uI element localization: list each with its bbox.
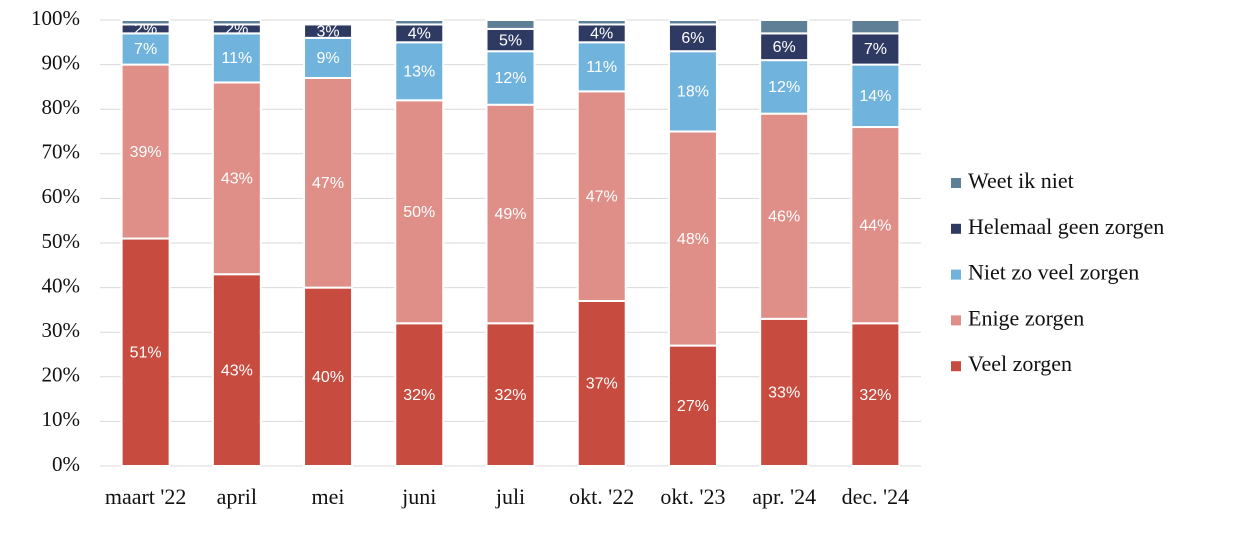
bar-segment <box>667 344 718 467</box>
bar-segment <box>211 32 262 84</box>
bar-segment <box>850 126 901 325</box>
y-tick-label: 60% <box>42 184 81 208</box>
data-label: 43% <box>221 171 253 188</box>
bar-segment <box>759 112 810 320</box>
data-label: 7% <box>134 41 157 58</box>
data-label: 44% <box>859 217 891 234</box>
x-tick-label: apr. '24 <box>752 484 816 509</box>
legend-label: Helemaal geen zorgen <box>968 214 1164 239</box>
bar-segment <box>120 237 171 467</box>
bar-segment <box>850 32 901 66</box>
bar-segment <box>667 50 718 133</box>
bar-segment <box>303 76 354 289</box>
bar-segment <box>120 19 171 26</box>
y-tick-label: 100% <box>31 6 80 30</box>
data-label: 43% <box>221 362 253 379</box>
data-label: 32% <box>403 387 435 404</box>
bar-segment <box>120 32 171 66</box>
y-tick-label: 80% <box>42 95 81 119</box>
bar-segment <box>576 19 627 26</box>
legend-swatch <box>951 178 961 188</box>
x-tick-label: juni <box>401 484 436 509</box>
legend-label: Veel zorgen <box>968 351 1072 376</box>
data-label: 40% <box>312 369 344 386</box>
y-tick-label: 30% <box>42 318 81 342</box>
bar-segment <box>394 322 445 467</box>
y-tick-label: 0% <box>52 452 80 476</box>
x-tick-label: dec. '24 <box>842 484 910 509</box>
data-label: 50% <box>403 204 435 221</box>
bar-segment <box>211 19 262 26</box>
bar-segment <box>850 19 901 35</box>
data-label: 47% <box>312 175 344 192</box>
y-tick-label: 10% <box>42 407 81 431</box>
data-label: 6% <box>773 39 796 56</box>
data-label: 48% <box>677 231 709 248</box>
data-label: 37% <box>586 376 618 393</box>
data-label: 9% <box>316 50 339 67</box>
data-label: 4% <box>408 26 431 43</box>
bar-segment <box>485 103 536 325</box>
legend-label: Niet zo veel zorgen <box>968 260 1139 285</box>
x-tick-label: maart '22 <box>105 484 187 509</box>
bar-segment <box>303 23 354 39</box>
data-label: 14% <box>859 88 891 105</box>
bar-segment <box>850 63 901 129</box>
bar-segment <box>394 41 445 102</box>
x-tick-label: juli <box>495 484 525 509</box>
legend-label: Enige zorgen <box>968 305 1084 330</box>
y-tick-label: 70% <box>42 140 81 164</box>
bar-segment <box>303 286 354 467</box>
x-tick-label: okt. '22 <box>569 484 634 509</box>
data-label: 32% <box>494 387 526 404</box>
bar-segment <box>120 63 171 240</box>
y-tick-label: 20% <box>42 363 81 387</box>
data-label: 46% <box>768 208 800 225</box>
data-label: 6% <box>681 30 704 47</box>
legend-swatch <box>951 361 961 372</box>
legend-swatch <box>951 315 961 326</box>
bar-segment <box>485 19 536 30</box>
data-label: 47% <box>586 188 618 205</box>
bar-segment <box>667 130 718 347</box>
bar-segment <box>667 19 718 26</box>
data-label: 51% <box>130 344 162 361</box>
data-label: 7% <box>864 41 887 58</box>
y-tick-label: 50% <box>42 229 81 253</box>
data-label: 12% <box>768 79 800 96</box>
data-label: 49% <box>494 206 526 223</box>
bar-segment <box>394 19 445 26</box>
bar-segment <box>576 90 627 302</box>
data-label: 5% <box>499 32 522 49</box>
data-label: 18% <box>677 84 709 101</box>
bar-segment <box>211 273 262 467</box>
x-tick-label: mei <box>312 484 345 509</box>
bar-segment <box>759 19 810 35</box>
bar-segment <box>485 322 536 467</box>
legend-swatch <box>951 223 961 234</box>
data-label: 39% <box>130 144 162 161</box>
data-label: 32% <box>859 387 891 404</box>
data-label: 12% <box>494 70 526 87</box>
data-label: 11% <box>221 50 252 67</box>
data-label: 13% <box>403 64 435 81</box>
x-tick-label: okt. '23 <box>660 484 725 509</box>
legend-label: Weet ik niet <box>968 168 1074 193</box>
bar-segment <box>759 317 810 467</box>
bar-segment <box>394 99 445 325</box>
data-label: 33% <box>768 385 800 402</box>
x-tick-label: april <box>217 484 257 509</box>
data-label: 27% <box>677 398 709 415</box>
data-label: 4% <box>590 26 613 43</box>
y-tick-label: 90% <box>42 50 81 74</box>
y-tick-label: 40% <box>42 273 81 297</box>
legend-swatch <box>951 269 961 280</box>
data-label: 11% <box>586 59 617 76</box>
data-label: 3% <box>316 23 339 40</box>
bar-segment <box>667 23 718 53</box>
bar-segment <box>211 81 262 276</box>
